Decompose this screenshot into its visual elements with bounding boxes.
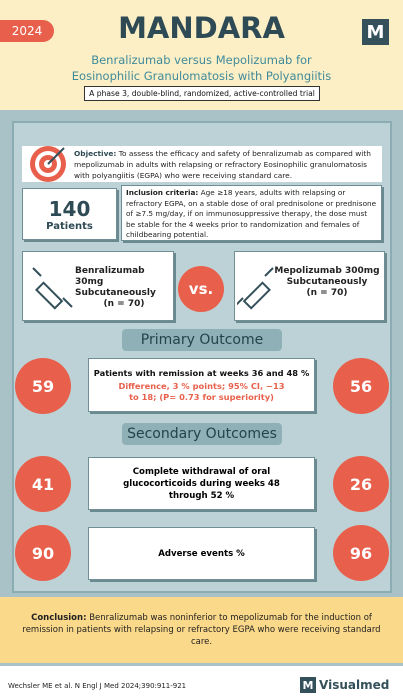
footer — [0, 666, 403, 700]
inclusion-label: Inclusion criteria: — [126, 188, 199, 197]
primary-heading: Primary Outcome — [122, 329, 282, 351]
arm-box: Benralizumab 30mg Subcutaneously (n = 70) — [22, 251, 174, 321]
primary-detail: Difference, 3 % points; 95% CI, −13 to 1… — [118, 380, 285, 402]
value-circle: 96 — [333, 525, 389, 581]
subtitle: Benralizumab versus Mepolizumab for Eosi… — [71, 53, 332, 83]
arm: Mepolizumab 300mg Subcutaneously (n = 70) — [273, 266, 381, 299]
trial-design: A phase 3, double-blind, randomized, act… — [84, 86, 320, 101]
inclusion-text: Age ≥18 years, adults with relapsing or … — [126, 188, 377, 240]
secondary-heading: Secondary Outcomes — [122, 423, 282, 445]
secondary-box: Complete withdrawal of oral glucocortico… — [88, 457, 315, 510]
conclusion: Conclusion: Benralizumab was noninferior… — [0, 597, 403, 663]
arm: Benralizumab 30mg Subcutaneously (n = 70) — [75, 266, 173, 310]
brand: Visualmed — [319, 678, 390, 692]
value-circle: 90 — [15, 525, 71, 581]
value-circle: 59 — [15, 358, 71, 414]
patients-label: Patients — [46, 220, 93, 232]
objective-label: Objective: — [74, 149, 117, 158]
arm-n: (n = 70) — [306, 288, 348, 298]
arm-n: (n = 70) — [103, 299, 145, 309]
primary-box: Patients with remission at weeks 36 and … — [88, 358, 315, 412]
patients-count: 140 — [48, 196, 91, 221]
primary-outcome: Patients with remission at weeks 36 and … — [93, 367, 310, 378]
logo: M — [362, 19, 389, 45]
arm-name: Benralizumab 30mg Subcutaneously — [75, 266, 156, 298]
syringe-icon — [32, 267, 73, 310]
title: MANDARA — [118, 11, 285, 45]
secondary-box: Adverse events % — [88, 527, 315, 580]
arm-name: Mepolizumab 300mg Subcutaneously — [274, 266, 380, 287]
year: 2024 — [0, 20, 54, 42]
citation: Wechsler ME et al. N Engl J Med 2024;390… — [8, 682, 187, 690]
vs: vs. — [178, 266, 224, 312]
objective-box: Objective: To assess the efficacy and sa… — [22, 146, 382, 182]
value-circle: 41 — [15, 456, 71, 512]
target-icon — [30, 146, 66, 182]
conclusion-label: Conclusion: — [31, 613, 87, 623]
inclusion-box: Inclusion criteria: Age ≥18 years, adult… — [121, 185, 382, 241]
brand-logo: M — [300, 677, 316, 693]
syringe-icon — [237, 267, 274, 310]
objective: Objective: To assess the efficacy and sa… — [74, 148, 378, 181]
conclusion-text: Benralizumab was noninferior to mepolizu… — [22, 613, 381, 647]
value-circle: 26 — [333, 456, 389, 512]
patients-box: 140 Patients — [22, 188, 117, 240]
arm-box: Mepolizumab 300mg Subcutaneously (n = 70) — [234, 251, 385, 321]
objective-text: To assess the efficacy and safety of ben… — [74, 149, 371, 180]
value-circle: 56 — [333, 358, 389, 414]
